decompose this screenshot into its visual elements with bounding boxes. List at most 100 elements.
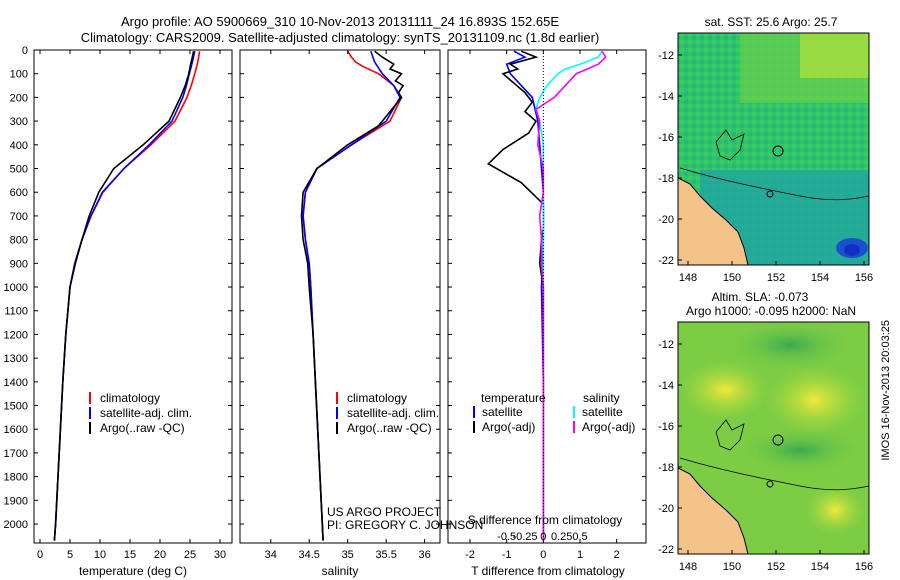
sst-map-title: sat. SST: 25.6 Argo: 25.7	[705, 15, 838, 29]
legend-t-argo: Argo(-adj)	[482, 420, 535, 434]
map-x-tick-label: 152	[767, 272, 785, 284]
salinity-panel-frame	[239, 49, 441, 544]
sst-reef	[715, 129, 745, 161]
credit-pi: PI: GREGORY C. JOHNSON	[327, 518, 483, 532]
figure-title-line2: Climatology: CARS2009. Satellite-adjuste…	[81, 30, 600, 45]
salinity-x-ticks: 34 34.5 35 35.5 36	[265, 50, 431, 561]
x-tick-label: 1	[577, 549, 583, 561]
legend-s-argo: Argo(-adj)	[582, 420, 635, 434]
depth-tick-label: 1800	[4, 472, 28, 484]
depth-tick-label: 1300	[4, 353, 28, 365]
x-tick-label: 35.5	[375, 549, 396, 561]
x-tick-label: 15	[124, 549, 136, 561]
difference-x-ticks: -2 -1 0 1 2	[465, 50, 620, 561]
salinity-tick-label: -0.25	[512, 531, 537, 543]
salinity-tick-label: 0.5	[572, 531, 587, 543]
difference-panel-frame	[447, 49, 647, 544]
series-line-temperature-satellite	[505, 50, 545, 541]
x-tick-label: 2	[614, 549, 620, 561]
map-x-tick-label: 152	[767, 561, 785, 573]
depth-tick-label: 1400	[4, 377, 28, 389]
depth-tick-label: 1500	[4, 401, 28, 413]
sst-map-frame	[677, 32, 870, 266]
x-tick-label: -2	[465, 549, 475, 561]
temperature-series	[53, 51, 201, 541]
salinity-xlabel: salinity	[322, 564, 359, 578]
map-y-tick-label: -20	[658, 214, 674, 226]
difference-legend: temperature salinity satellite Argo(-adj…	[473, 391, 635, 434]
series-line-salinity-satellite	[535, 50, 603, 541]
series-line-satellite	[53, 51, 196, 541]
salinity-difference-ticks: -0.5-0.2500.250.5	[497, 531, 587, 543]
map-y-tick-label: -14	[658, 380, 674, 392]
legend-salinity-title: salinity	[583, 391, 620, 405]
sst-island	[766, 190, 774, 198]
temperature-panel-frame	[33, 49, 233, 544]
salinity-difference-label: S difference from climatology	[468, 513, 623, 527]
series-line-climatology	[53, 51, 201, 541]
map-y-tick-label: -12	[658, 339, 674, 351]
x-tick-label: 0	[540, 549, 546, 561]
depth-tick-label: 300	[10, 116, 28, 128]
salinity-series	[300, 50, 405, 541]
sla-low-1	[730, 322, 850, 370]
map-x-tick-label: 156	[855, 272, 873, 284]
map-y-tick-label: -16	[658, 132, 674, 144]
sla-low-2	[740, 428, 860, 472]
salinity-tick-label: -0.5	[497, 531, 516, 543]
depth-tick-label: 700	[10, 211, 28, 223]
depth-tick-label: 400	[10, 140, 28, 152]
salinity-legend: climatology satellite-adj. clim. Argo(..…	[336, 391, 439, 435]
legend-t-satellite: satellite	[482, 405, 523, 419]
sst-contour	[679, 167, 869, 201]
depth-tick-label: 2000	[4, 519, 28, 531]
map-y-tick-label: -22	[658, 544, 674, 556]
x-tick-label: 5	[67, 549, 73, 561]
map-x-tick-label: 156	[855, 561, 873, 573]
map-y-tick-label: -16	[658, 421, 674, 433]
legend-satellite: satellite-adj. clim.	[347, 406, 439, 420]
sst-warm-core	[800, 33, 869, 78]
credit-project: US ARGO PROJECT	[327, 505, 442, 519]
depth-tick-label: 1000	[4, 282, 28, 294]
depth-tick-label: 1200	[4, 329, 28, 341]
legend-climatology: climatology	[347, 391, 407, 405]
map-y-tick-label: -18	[658, 173, 674, 185]
series-line-temperature-argo	[486, 50, 545, 541]
map-y-tick-label: -12	[658, 50, 674, 62]
map-x-tick-label: 148	[679, 561, 697, 573]
series-line-argo	[53, 51, 195, 541]
series-line-argo	[300, 50, 405, 541]
map-x-tick-label: 148	[679, 272, 697, 284]
series-line-salinity-argo	[535, 50, 607, 541]
map-x-tick-label: 154	[811, 272, 829, 284]
sla-high-3	[805, 485, 865, 535]
x-tick-label: -1	[502, 549, 512, 561]
difference-series	[486, 50, 607, 541]
map-x-tick-label: 150	[723, 272, 741, 284]
map-x-tick-label: 150	[723, 561, 741, 573]
x-tick-label: 35	[342, 549, 354, 561]
x-tick-label: 20	[154, 549, 166, 561]
sla-island	[766, 480, 774, 488]
legend-argo: Argo(..raw -QC)	[347, 421, 432, 435]
sla-map	[678, 322, 869, 554]
series-line-climatology	[302, 50, 403, 541]
depth-tick-label: 100	[10, 69, 28, 81]
sst-argo-position	[772, 145, 784, 157]
map-x-tick-label: 154	[811, 561, 829, 573]
map-y-tick-label: -20	[658, 503, 674, 515]
sla-map-frame	[677, 321, 870, 555]
map-y-tick-label: -18	[658, 462, 674, 474]
sst-coastline	[678, 177, 749, 265]
temperature-x-ticks: 0 5 10 15 20 25 30	[37, 50, 226, 561]
legend-temperature-title: temperature	[481, 391, 546, 405]
sst-map	[678, 33, 869, 265]
sla-map-title1: Altim. SLA: -0.073	[712, 290, 809, 304]
salinity-tick-label: 0.25	[551, 531, 572, 543]
depth-tick-label: 600	[10, 187, 28, 199]
sst-map-axes: 148 150 152 154 156 -12 -14 -16 -18 -20 -22	[658, 50, 873, 284]
depth-tick-label: 0	[22, 45, 28, 57]
sst-cold-core	[844, 244, 860, 256]
